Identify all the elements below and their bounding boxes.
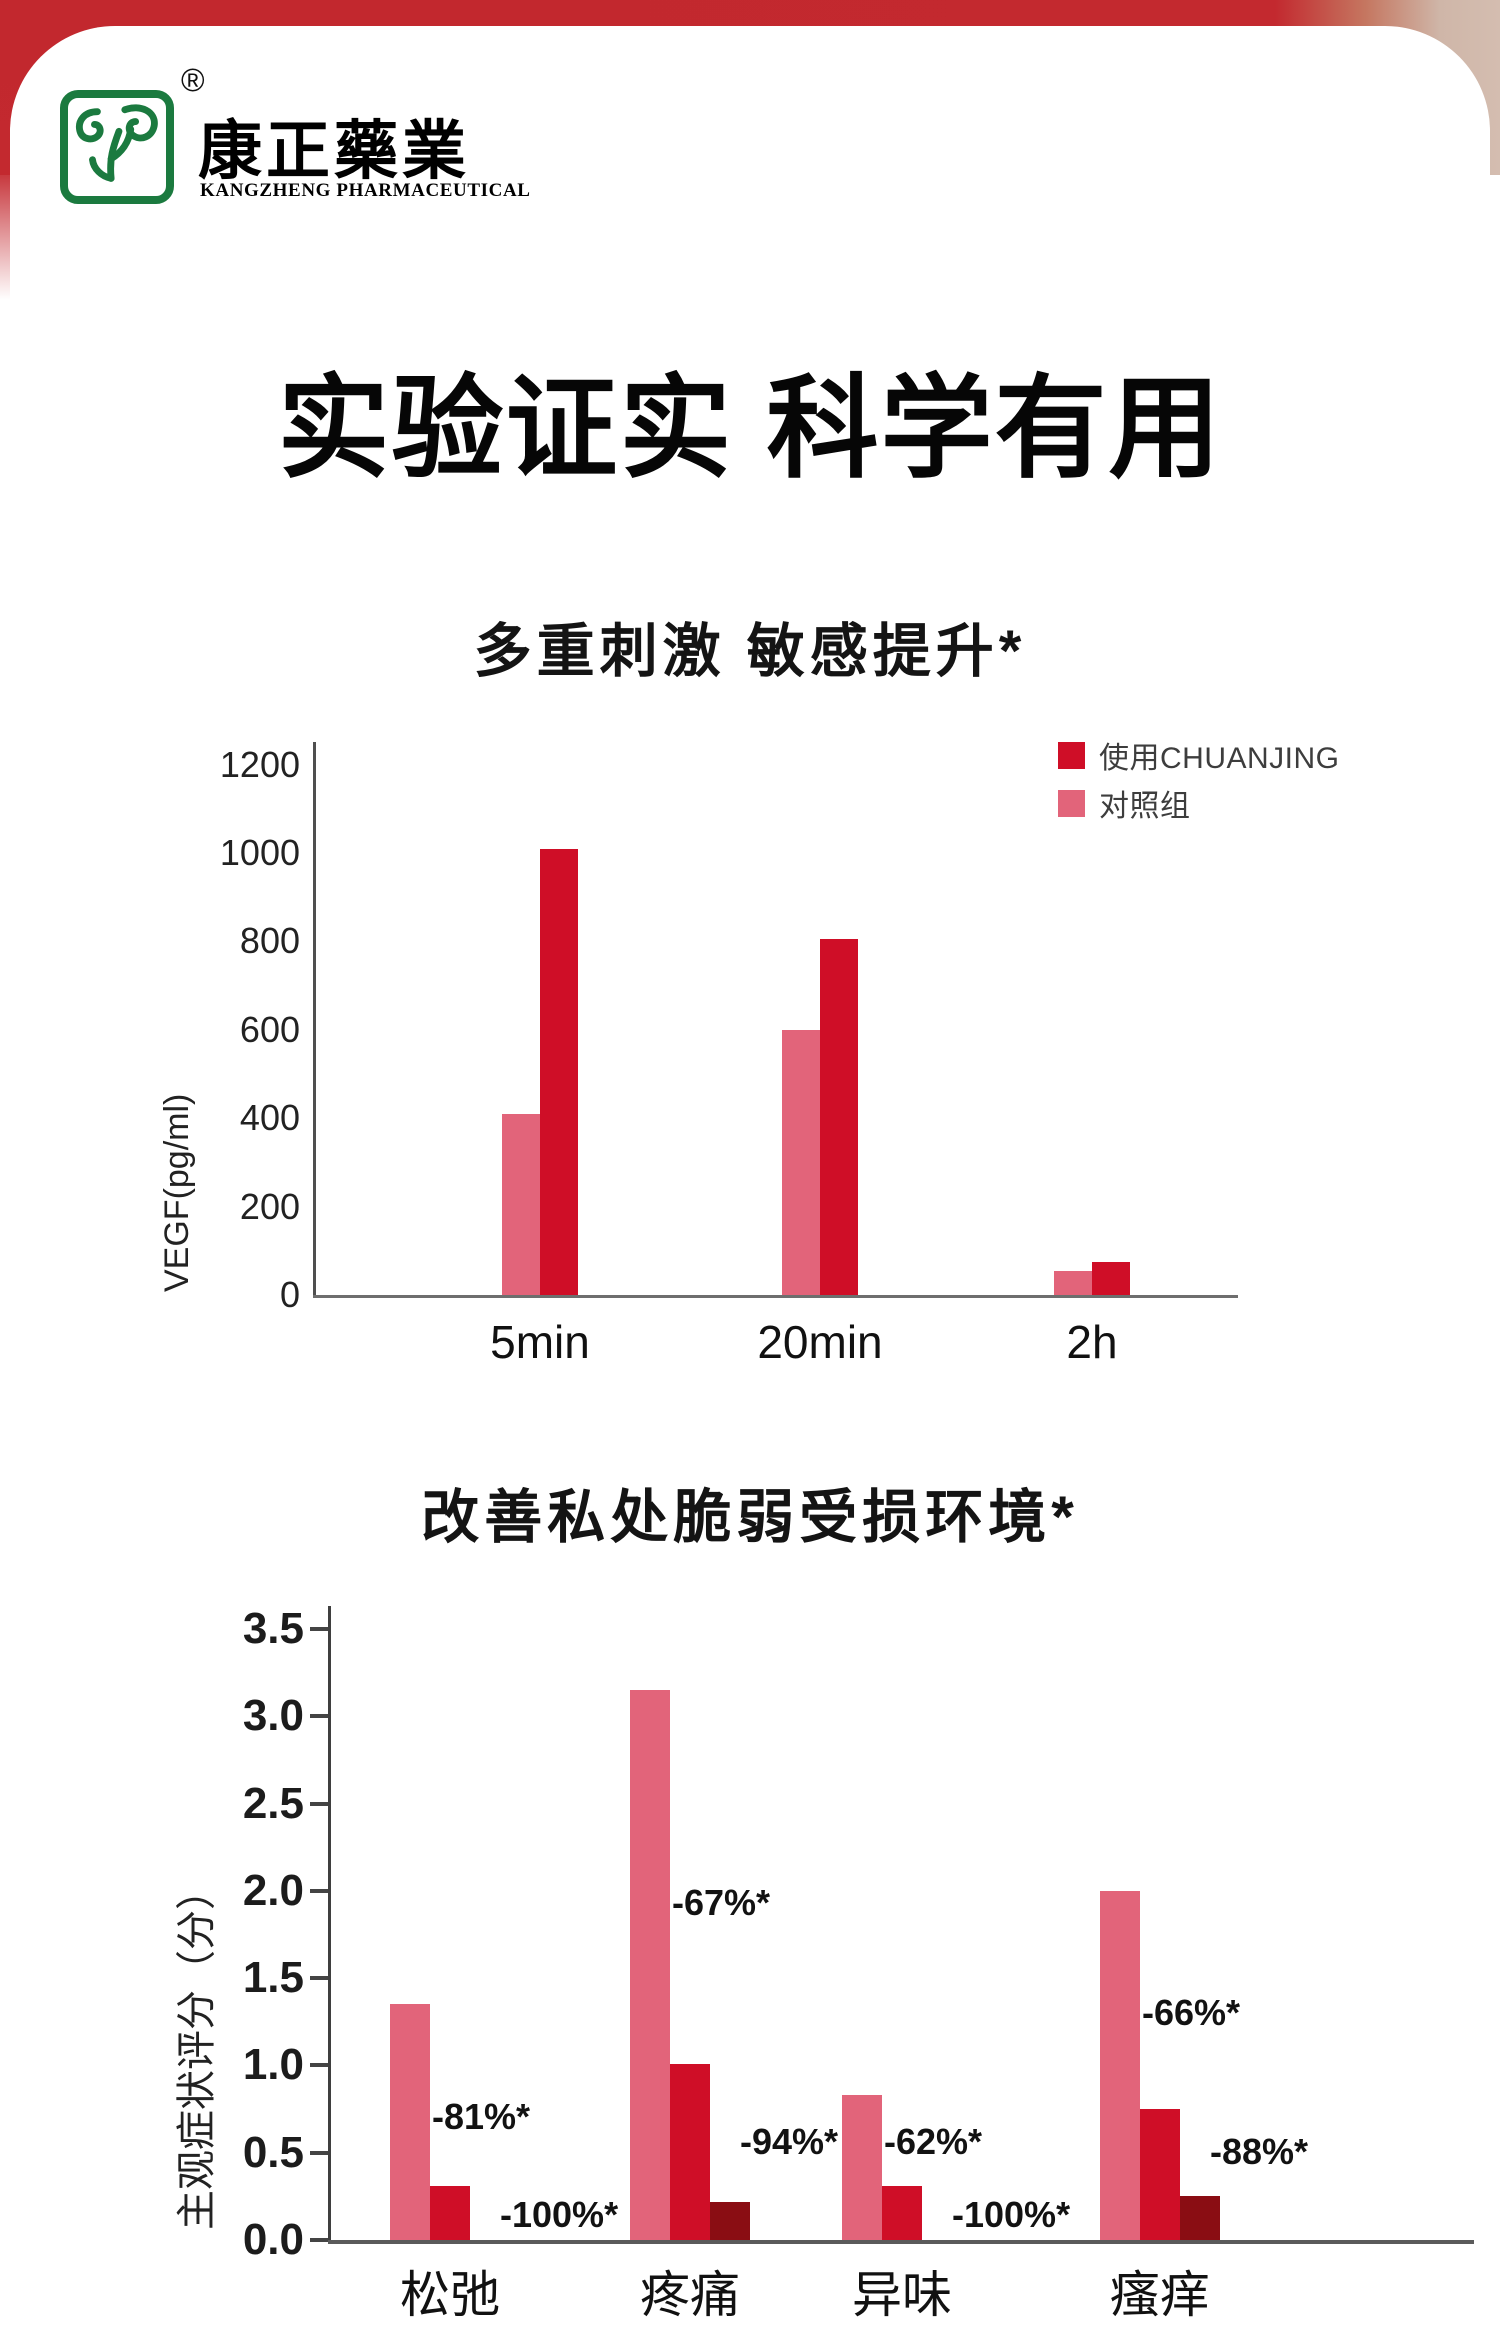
- chart1-y-tick-label: 1000: [219, 832, 300, 873]
- legend-item: 使用CHUANJING: [1058, 738, 1340, 775]
- chart1-bar: [502, 1114, 540, 1295]
- legend-item: 对照组: [1058, 786, 1340, 823]
- chart2-bar: [670, 2064, 710, 2240]
- chart2-y-tick-label: 1.0: [242, 2040, 304, 2090]
- chart2-y-tick-mark: [310, 1626, 328, 1631]
- chart2-y-tick-label: 2.5: [242, 1778, 304, 1828]
- legend-swatch: [1058, 741, 1085, 769]
- annotation: -66%*: [1142, 1991, 1241, 2033]
- chart2-y-tick-label: 2.0: [242, 1865, 304, 1915]
- chart2-y-tick-label: 0.5: [242, 2127, 304, 2177]
- annotation: -100%*: [500, 2194, 619, 2236]
- annotation: -81%*: [432, 2096, 531, 2138]
- content-card: [10, 26, 1490, 2322]
- chart1-bar: [820, 939, 858, 1295]
- chart1-bar: [1054, 1271, 1092, 1295]
- annotation: -94%*: [740, 2120, 839, 2162]
- registered-trademark-icon: ®: [181, 62, 205, 98]
- chart2-y-tick-mark: [310, 2150, 328, 2155]
- annotation: -62%*: [884, 2120, 983, 2162]
- chart1-y-tick-label: 200: [239, 1185, 300, 1227]
- chart2-y-axis-line: [328, 1606, 331, 2244]
- chart1-y-tick-label: 400: [239, 1097, 300, 1139]
- seal-swirl-icon: [75, 104, 158, 182]
- annotation: -100%*: [952, 2194, 1071, 2236]
- chart2-y-tick-mark: [310, 1714, 328, 1719]
- chart1-y-tick-label: 1200: [219, 743, 300, 785]
- chart2-y-tick-mark: [310, 2238, 328, 2242]
- chart1-bar: [1092, 1262, 1130, 1295]
- chart2-bar: [630, 1690, 670, 2240]
- chart2-x-axis-line: [328, 2240, 1474, 2244]
- chart2-y-axis-label: 主观症状评分（分）: [175, 1870, 219, 2230]
- chart2-bar: [1100, 1891, 1140, 2240]
- chart1-y-tick-label: 600: [239, 1008, 300, 1050]
- page-title: 实验证实 科学有用: [277, 366, 1223, 491]
- chart2-y-tick-mark: [310, 1888, 328, 1893]
- chart1-bar: [782, 1030, 820, 1295]
- chart2-x-category-label: 异味: [852, 2267, 952, 2323]
- chart2-y-tick-mark: [310, 1976, 328, 1981]
- chart2-title: 改善私处脆弱受损环境*: [421, 1485, 1079, 1550]
- brand-name-en: KANGZHENG PHARMACEUTICAL: [200, 180, 531, 201]
- legend-swatch: [1058, 789, 1085, 817]
- chart2-bar: [390, 2004, 430, 2240]
- chart2-bar: [882, 2186, 922, 2240]
- brand-name-cn: 康正藥業: [198, 116, 470, 187]
- legend-label: 对照组: [1099, 790, 1191, 823]
- brand-seal-icon: [60, 90, 174, 204]
- chart1-x-category-label: 2h: [1066, 1316, 1118, 1368]
- chart1-x-axis-line: [313, 1295, 1238, 1298]
- chart2-bar: [710, 2202, 750, 2240]
- chart2-y-tick-label: 1.5: [242, 1953, 304, 2003]
- chart1-x-category-label: 20min: [757, 1316, 883, 1368]
- chart2-x-category-label: 瘙痒: [1110, 2267, 1210, 2323]
- annotation: -88%*: [1210, 2131, 1309, 2173]
- chart1-bar: [540, 849, 578, 1295]
- chart1-y-axis-line: [313, 742, 316, 1298]
- chart2-y-tick-label: 3.0: [242, 1691, 304, 1741]
- chart1-legend: 使用CHUANJING 对照组: [1058, 738, 1340, 834]
- chart2-x-category-label: 松弛: [400, 2267, 500, 2323]
- chart2-bar: [842, 2095, 882, 2240]
- chart1-title: 多重刺激 敏感提升*: [473, 619, 1027, 684]
- chart2-bar: [1180, 2196, 1220, 2240]
- chart2-bar: [430, 2186, 470, 2240]
- chart2-y-tick-mark: [310, 1801, 328, 1806]
- chart2-y-tick-label: 3.5: [242, 1603, 304, 1653]
- chart2-y-tick-mark: [310, 2063, 328, 2068]
- legend-label: 使用CHUANJING: [1099, 742, 1340, 775]
- chart1-x-category-label: 5min: [490, 1316, 590, 1368]
- chart2-y-tick-label: 0.0: [242, 2215, 304, 2264]
- chart1-y-tick-label: 800: [239, 920, 300, 962]
- annotation: -67%*: [672, 1881, 771, 1923]
- chart2-x-category-label: 疼痛: [640, 2267, 740, 2323]
- chart1-y-tick-label: 0: [279, 1274, 300, 1315]
- chart2-bar: [1140, 2109, 1180, 2240]
